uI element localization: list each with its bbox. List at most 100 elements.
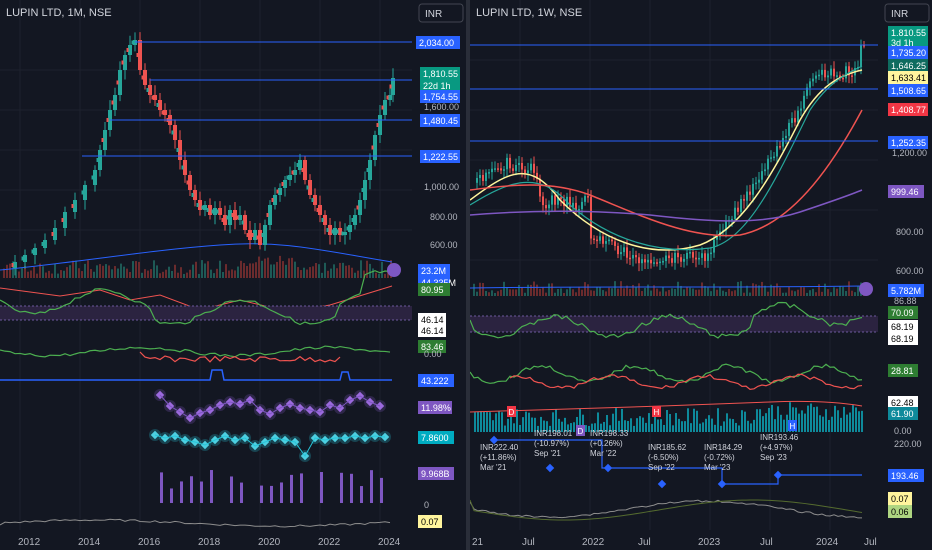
tag-ind5a: 0.07 bbox=[888, 492, 912, 505]
marker-h[interactable]: H bbox=[652, 406, 661, 417]
svg-text:D: D bbox=[578, 427, 584, 436]
svg-text:INR198.33: INR198.33 bbox=[590, 429, 629, 438]
svg-text:INR198.01: INR198.01 bbox=[534, 429, 573, 438]
tag-ind1d: 68.19 bbox=[888, 332, 918, 345]
date-label: 21 bbox=[472, 537, 484, 548]
scale-ind3c: 0.00 bbox=[894, 426, 912, 436]
date-label: 2016 bbox=[138, 537, 161, 548]
tag-ind3a: 62.48 bbox=[888, 396, 918, 409]
tag-countdown: 3d 1h bbox=[888, 36, 928, 49]
scale-800: 800.00 bbox=[896, 227, 924, 237]
left-chart-pane[interactable]: LUPIN LTD, 1M, NSE INR 2,034.00 1,810.55 2… bbox=[0, 0, 466, 550]
svg-text:1,735.20: 1,735.20 bbox=[891, 48, 926, 58]
right-chart-pane[interactable]: D D H H INR222.40 (+11.86%) Mar '21 INR198.01 (-… bbox=[470, 0, 932, 550]
scale-ind4a: 220.00 bbox=[894, 439, 922, 449]
right-candles bbox=[470, 39, 865, 272]
svg-text:Mar '21: Mar '21 bbox=[480, 463, 507, 472]
tag-1480: 1,480.45 bbox=[420, 114, 460, 127]
left-time-axis[interactable]: 2012 2014 2016 2018 2020 2022 2024 bbox=[18, 537, 401, 548]
svg-text:1,222.55: 1,222.55 bbox=[423, 152, 458, 162]
svg-text:Mar '22: Mar '22 bbox=[590, 449, 617, 458]
right-grid bbox=[470, 0, 878, 530]
svg-text:1,633.41: 1,633.41 bbox=[891, 73, 926, 83]
svg-text:1,252.35: 1,252.35 bbox=[891, 138, 926, 148]
svg-text:(-0.72%): (-0.72%) bbox=[704, 453, 735, 462]
marker-d[interactable]: D bbox=[507, 406, 516, 417]
left-currency-button[interactable]: INR bbox=[418, 3, 464, 23]
svg-text:(-6.50%): (-6.50%) bbox=[648, 453, 679, 462]
date-label: 2012 bbox=[18, 537, 41, 548]
scale-1600: 1,600.00 bbox=[424, 102, 459, 112]
left-horizontal-lines[interactable] bbox=[82, 41, 412, 157]
scale-1200: 1,200.00 bbox=[892, 148, 927, 158]
svg-text:46.14: 46.14 bbox=[421, 315, 444, 325]
tag-1754: 1,754.55 bbox=[420, 90, 460, 103]
left-chart-canvas[interactable]: LUPIN LTD, 1M, NSE INR 2,034.00 1,810.55 2… bbox=[0, 0, 466, 550]
tag-ind3: 83.46 bbox=[418, 340, 446, 353]
svg-text:1,754.55: 1,754.55 bbox=[423, 92, 458, 102]
left-price-scale[interactable]: 2,034.00 1,810.55 22d 1h1,754.551,600.00 1,… bbox=[387, 36, 460, 528]
tag-volume: 23.2M bbox=[418, 264, 450, 277]
svg-text:(+0.26%): (+0.26%) bbox=[590, 439, 623, 448]
svg-text:Mar '23: Mar '23 bbox=[704, 463, 731, 472]
right-horizontal-lines[interactable] bbox=[470, 44, 878, 142]
svg-text:61.90: 61.90 bbox=[891, 409, 914, 419]
right-currency-button[interactable]: INR bbox=[884, 3, 930, 23]
date-label: Jul bbox=[522, 537, 535, 548]
scale-1000: 1,000.00 bbox=[424, 182, 459, 192]
svg-text:46.14: 46.14 bbox=[421, 326, 444, 336]
date-label: 2023 bbox=[698, 537, 721, 548]
date-label: 2022 bbox=[318, 537, 341, 548]
marker-d[interactable]: D bbox=[576, 425, 585, 436]
tag-1735: 1,735.20 bbox=[888, 46, 928, 59]
tag-2034: 2,034.00 bbox=[416, 36, 460, 49]
tag-ind5: 11.98% bbox=[418, 401, 452, 414]
svg-text:Sep '21: Sep '21 bbox=[534, 449, 561, 458]
left-alert-icon[interactable] bbox=[387, 263, 401, 277]
svg-text:70.09: 70.09 bbox=[891, 308, 914, 318]
svg-text:Sep '23: Sep '23 bbox=[760, 453, 787, 462]
annotation-label: INR193.46(+4.97%)Sep '23 bbox=[760, 433, 799, 462]
left-volume-bars bbox=[0, 243, 393, 278]
left-chart-title: LUPIN LTD, 1M, NSE bbox=[6, 7, 112, 19]
svg-text:193.46: 193.46 bbox=[891, 471, 919, 481]
svg-text:(+11.86%): (+11.86%) bbox=[480, 453, 517, 462]
left-grid bbox=[0, 0, 412, 530]
svg-text:7.8600: 7.8600 bbox=[421, 433, 449, 443]
right-time-axis[interactable]: 21 Jul 2022 Jul 2023 Jul 2024 Jul bbox=[472, 537, 877, 548]
svg-text:(+4.97%): (+4.97%) bbox=[760, 443, 793, 452]
right-alert-icon[interactable] bbox=[859, 282, 873, 296]
pane-divider[interactable] bbox=[466, 0, 470, 550]
tag-last-price: 1,810.55 bbox=[420, 67, 460, 80]
scale-800: 800.00 bbox=[430, 212, 458, 222]
marker-h[interactable]: H bbox=[788, 420, 797, 431]
tag-1408: 1,408.77 bbox=[888, 103, 928, 116]
svg-text:0.07: 0.07 bbox=[891, 494, 909, 504]
svg-text:D: D bbox=[509, 408, 515, 417]
svg-text:1,810.55: 1,810.55 bbox=[423, 69, 458, 79]
tag-ind2: 28.81 bbox=[888, 364, 918, 377]
date-label: 2020 bbox=[258, 537, 281, 548]
tag-ind4: 43.222 bbox=[418, 374, 454, 387]
svg-text:62.48: 62.48 bbox=[891, 398, 914, 408]
annotation-label: INR184.29(-0.72%)Mar '23 bbox=[704, 443, 743, 472]
date-label: Jul bbox=[638, 537, 651, 548]
right-chart-title: LUPIN LTD, 1W, NSE bbox=[476, 7, 582, 19]
svg-text:23.2M: 23.2M bbox=[421, 266, 446, 276]
svg-text:80.95: 80.95 bbox=[421, 285, 444, 295]
svg-text:H: H bbox=[790, 422, 796, 431]
date-label: 2024 bbox=[378, 537, 401, 548]
svg-text:(-10.97%): (-10.97%) bbox=[534, 439, 569, 448]
annotation-label: INR198.33(+0.26%)Mar '22 bbox=[590, 429, 629, 458]
svg-text:9.968B: 9.968B bbox=[421, 469, 450, 479]
svg-text:INR184.29: INR184.29 bbox=[704, 443, 743, 452]
annotation-label: INR222.40(+11.86%)Mar '21 bbox=[480, 443, 519, 472]
svg-text:3d 1h: 3d 1h bbox=[891, 38, 914, 48]
svg-text:1,810.55: 1,810.55 bbox=[891, 28, 926, 38]
svg-text:68.19: 68.19 bbox=[891, 334, 914, 344]
svg-text:68.19: 68.19 bbox=[891, 322, 914, 332]
date-label: 2024 bbox=[816, 537, 839, 548]
